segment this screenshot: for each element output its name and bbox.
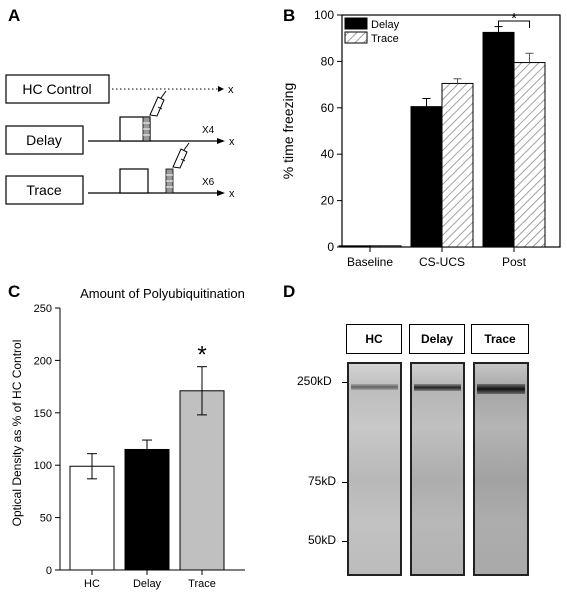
significance-star: * (197, 342, 206, 369)
polyubiquitination-chart: Amount of Polyubiquitination 0 50 100 150 200… (10, 286, 245, 590)
protocol-arrow-trace (217, 190, 225, 196)
protocol-diagram: HC Control x Delay x X4 Trace x X6 (5, 74, 235, 205)
protocol-box-trace (5, 175, 84, 205)
protocol-end-delay: x (229, 136, 235, 148)
bar-delay-post (482, 31, 515, 248)
y-tick-label: 50 (40, 513, 52, 525)
bar-delay (124, 448, 170, 571)
x-tick-label: HC (84, 578, 100, 590)
marker-tick-50kd (342, 541, 347, 542)
y-axis-title: Optical Density as % of HC Control (10, 340, 24, 527)
bar-trace-cs-ucs (441, 82, 474, 248)
x-tick-label: Delay (133, 578, 162, 590)
bar-delay-baseline (338, 245, 371, 248)
blot-lane-label-hc: HC (365, 332, 383, 346)
marker-250kd: 250kD (297, 374, 332, 388)
marker-250kd-label: 250kD (297, 374, 332, 388)
x-tick-label: Baseline (347, 255, 393, 269)
blot-lane-delay (410, 362, 465, 576)
blot-lane-header-delay: Delay (409, 324, 465, 354)
y-tick-label: 80 (321, 54, 335, 68)
y-axis-title: % time freezing (280, 83, 296, 179)
y-tick-label: 0 (46, 565, 52, 577)
y-tick-label: 20 (321, 194, 335, 208)
y-tick-label: 250 (34, 303, 52, 315)
bar-trace (179, 390, 225, 571)
legend-label-trace: Trace (371, 33, 399, 45)
protocol-repeat-trace: X6 (202, 177, 215, 188)
protocol-arrow-hc-control (218, 86, 224, 92)
bar-delay-cs-ucs (410, 106, 443, 248)
protocol-end-hc-control: x (228, 84, 234, 96)
bar-trace-post (513, 62, 546, 248)
marker-50kd: 50kD (308, 533, 336, 547)
y-tick-label: 0 (327, 240, 334, 254)
western-blot-panel: HC Delay Trace 250kD 75kD 50kD (283, 300, 567, 593)
y-tick-label: 150 (34, 408, 52, 420)
blot-lane-hc (347, 362, 402, 576)
protocol-end-trace: x (229, 188, 235, 200)
marker-tick-250kd (342, 382, 347, 383)
marker-75kd-label: 75kD (308, 474, 337, 488)
protocol-label-hc-control: HC Control (22, 81, 91, 97)
y-tick-label: 100 (314, 8, 334, 22)
blot-lane-trace (473, 362, 529, 576)
chart-title: Amount of Polyubiquitination (80, 286, 245, 301)
y-tick-label: 40 (321, 147, 335, 161)
protocol-label-delay: Delay (26, 132, 62, 148)
syringe-icon-delay (149, 96, 165, 117)
marker-75kd: 75kD (308, 474, 336, 488)
band-hc (351, 384, 398, 390)
tone-box-trace (119, 168, 149, 194)
protocol-label-trace: Trace (26, 182, 61, 198)
legend-swatch-delay (344, 17, 368, 30)
significance-star: * (511, 10, 517, 27)
y-tick-label: 200 (34, 355, 52, 367)
bar-hc (69, 465, 115, 571)
band-trace (477, 384, 525, 394)
freezing-chart: 0 20 40 60 80 100 % time freezing Baseline CS-UC… (280, 8, 561, 269)
x-tick-label: CS-UCS (419, 255, 465, 269)
y-tick-label: 60 (321, 101, 335, 115)
protocol-box-hc-control (5, 74, 110, 104)
blot-lane-label-delay: Delay (420, 332, 454, 346)
marker-50kd-label: 50kD (308, 533, 337, 547)
protocol-box-delay (5, 125, 84, 155)
blot-lane-label-trace: Trace (484, 332, 516, 346)
panel-label-b: B (283, 6, 296, 25)
protocol-repeat-delay: X4 (202, 125, 215, 136)
legend-swatch-trace (344, 31, 368, 44)
x-tick-label: Post (502, 255, 527, 269)
y-tick-label: 100 (34, 460, 52, 472)
x-tick-label: Trace (188, 578, 216, 590)
protocol-arrow-delay (217, 138, 225, 144)
panel-label-d: D (283, 282, 296, 301)
bar-trace-baseline (369, 245, 402, 248)
significance-bracket (498, 20, 530, 28)
panel-label-a: A (8, 6, 21, 25)
blot-lane-header-hc: HC (346, 324, 402, 354)
marker-tick-75kd (342, 482, 347, 483)
band-delay (414, 384, 461, 391)
legend-label-delay: Delay (371, 19, 400, 31)
blot-lane-header-trace: Trace (471, 324, 529, 354)
panel-label-c: C (8, 282, 21, 301)
syringe-icon-trace (172, 148, 188, 169)
